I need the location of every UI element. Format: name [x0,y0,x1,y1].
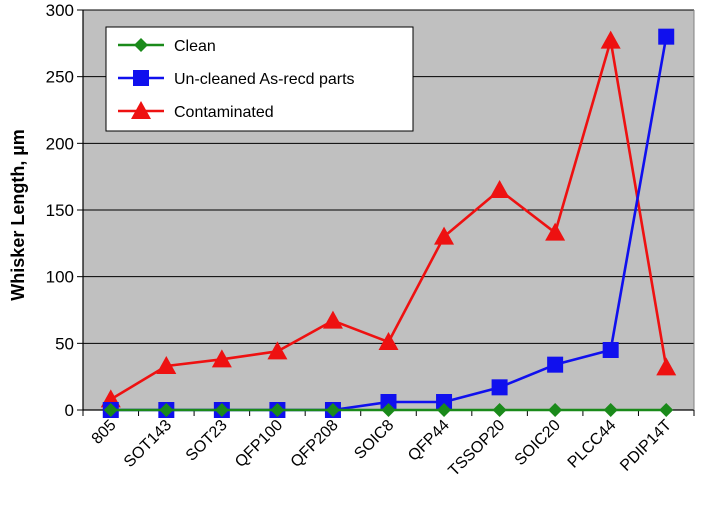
data-point [103,403,118,417]
x-tick-label: PLCC44 [565,417,620,472]
x-tick-label: QFP100 [232,417,286,471]
data-point [491,379,508,396]
x-tick-label: 805 [89,417,120,448]
data-point [381,403,396,417]
data-point [548,403,563,417]
legend-swatch-marker [131,101,151,119]
data-point [489,180,510,198]
data-point [545,222,566,241]
x-tick-label: QFP208 [288,417,342,471]
data-point [603,403,618,417]
data-point [214,403,229,417]
data-point [159,403,174,417]
legend-swatch-marker [134,38,148,52]
y-tick-label: 0 [65,401,74,420]
data-point [325,403,340,417]
legend-swatch-marker [133,70,149,86]
y-tick-label: 300 [46,1,74,20]
data-point [600,30,621,49]
data-point [267,341,288,360]
x-tick-label: TSSOP20 [445,417,508,480]
data-point [156,356,177,374]
data-point [211,349,232,368]
data-point [434,226,455,245]
data-point [380,394,397,410]
data-point [602,342,619,358]
data-point [270,403,285,417]
y-tick-label: 100 [46,268,74,287]
y-tick-label: 50 [55,334,74,353]
data-point [436,394,453,410]
data-point [322,310,343,329]
legend: Clean Un-cleaned As-recd parts Contaminate… [105,26,414,132]
y-tick-label: 200 [46,134,74,153]
x-tick-label: SOIC20 [512,417,564,469]
x-tick-label: QFP44 [405,417,453,465]
legend-label: Contaminated [174,104,274,121]
y-tick-label: 250 [46,68,74,87]
legend-label: Clean [174,38,216,55]
y-axis-title: Whisker Length, µm [8,129,28,300]
x-tick-label: SOIC8 [351,417,397,463]
data-point [378,332,399,350]
data-point [437,403,452,417]
gridlines [83,9,694,344]
x-tick-label: SOT143 [121,417,175,471]
data-point [659,403,674,417]
data-point [547,356,564,373]
legend-label: Un-cleaned As-recd parts [174,71,355,88]
data-point [658,28,675,45]
x-tick-label: PDIP14T [617,417,675,475]
series-layer [100,28,677,418]
y-tick-label: 150 [46,201,74,220]
data-point [492,403,507,417]
data-point [656,357,677,376]
x-tick-label: SOT23 [183,417,231,465]
series-diamond [103,403,674,417]
